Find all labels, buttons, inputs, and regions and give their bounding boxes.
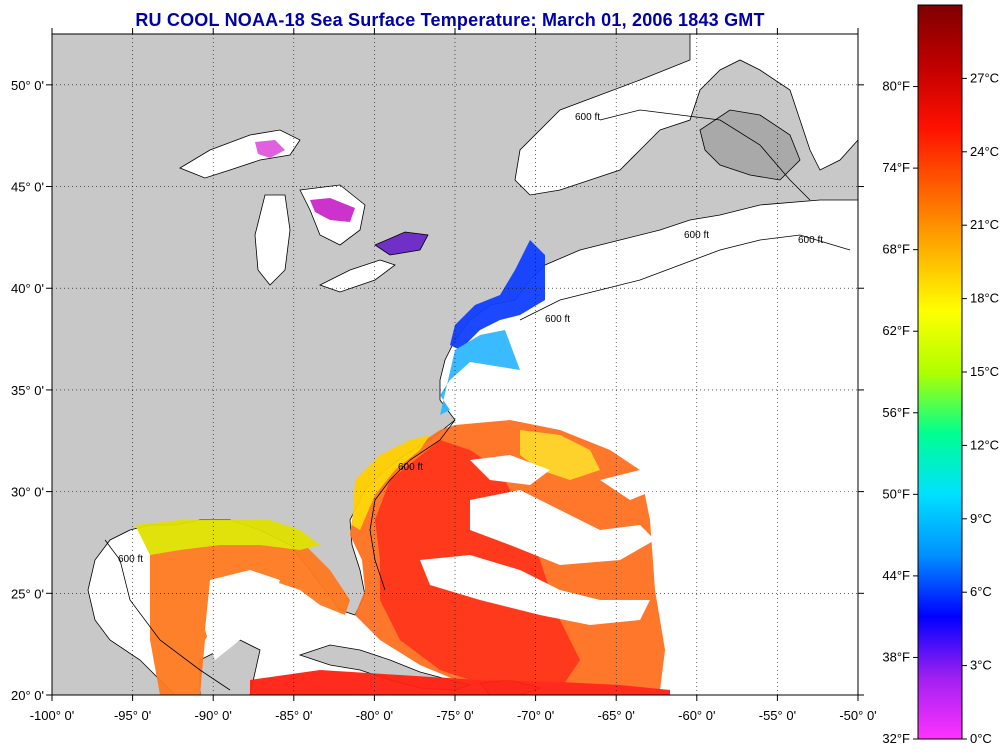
colorbar	[917, 4, 963, 740]
lat-tick-label: 50° 0'	[11, 78, 44, 93]
lon-tick-label: -95° 0'	[114, 708, 151, 723]
colorbar-celsius-label: 9°C	[970, 511, 992, 526]
lon-tick-label: -55° 0'	[759, 708, 796, 723]
lat-tick-label: 30° 0'	[11, 485, 44, 500]
lat-tick-label: 40° 0'	[11, 281, 44, 296]
colorbar-celsius-label: 6°C	[970, 584, 992, 599]
lake-michigan	[254, 194, 291, 286]
map-title: RU COOL NOAA-18 Sea Surface Temperature:…	[135, 10, 765, 30]
colorbar-fahrenheit-label: 68°F	[882, 242, 910, 257]
colorbar-fahrenheit-label: 50°F	[882, 486, 910, 501]
colorbar-celsius-label: 18°C	[970, 291, 999, 306]
sst-gulf-maine-cold	[450, 240, 545, 350]
sst-gulf-of-mexico	[150, 525, 350, 695]
isobath-label: 600 ft	[398, 462, 423, 473]
isobath-label: 600 ft	[798, 235, 823, 246]
lon-tick-label: -85° 0'	[275, 708, 312, 723]
colorbar-celsius-label: 0°C	[970, 731, 992, 746]
lon-tick-label: -65° 0'	[598, 708, 635, 723]
isobath-line	[104, 539, 231, 691]
isobath-label: 600 ft	[545, 314, 570, 325]
cloud-patch	[205, 570, 280, 660]
isobath-600ft	[104, 109, 851, 691]
colorbar-fahrenheit-label: 56°F	[882, 405, 910, 420]
lake-huron-cold	[310, 198, 355, 222]
colorbar-celsius-label: 3°C	[970, 658, 992, 673]
cloud-patch	[420, 555, 650, 625]
colorbar-fahrenheit-label: 62°F	[882, 323, 910, 338]
isobath-label: 600 ft	[684, 230, 709, 241]
colorbar-fahrenheit-label: 80°F	[882, 79, 910, 94]
colorbar-celsius-label: 21°C	[970, 217, 999, 232]
map-layers: 600 ft 600 ft 600 ft 600 ft 600 ft 600 f…	[52, 34, 858, 695]
lake-erie	[318, 259, 396, 293]
isobath-line	[519, 234, 851, 321]
colorbar-labels: 0°C 3°C 6°C 9°C 12°C 15°C 18°C 21°C 24°C 27°C 32°F…	[882, 70, 999, 746]
lon-tick-label: -60° 0'	[678, 708, 715, 723]
colorbar-fahrenheit-label: 32°F	[882, 731, 910, 746]
colorbar-celsius-label: 24°C	[970, 144, 999, 159]
colorbar-fahrenheit-label: 74°F	[882, 160, 910, 175]
lon-tick-label: -70° 0'	[517, 708, 554, 723]
colorbar-celsius-label: 27°C	[970, 70, 999, 85]
lat-tick-label: 45° 0'	[11, 180, 44, 195]
cloud-patch	[470, 455, 550, 485]
colorbar-fahrenheit-label: 38°F	[882, 649, 910, 664]
lon-tick-label: -75° 0'	[436, 708, 473, 723]
isobath-line	[369, 419, 456, 591]
lat-tick-label: 35° 0'	[11, 383, 44, 398]
lake-superior-cold	[255, 140, 285, 158]
lon-tick-label: -90° 0'	[195, 708, 232, 723]
cloud-patch	[470, 490, 655, 565]
sst-carolina-shelf	[352, 435, 430, 530]
lon-tick-label: -80° 0'	[356, 708, 393, 723]
lat-tick-label: 20° 0'	[11, 688, 44, 703]
lat-tick-label: 25° 0'	[11, 586, 44, 601]
cloud-mask	[205, 455, 655, 660]
lon-tick-label: -100° 0'	[30, 708, 75, 723]
colorbar-fahrenheit-label: 44°F	[882, 568, 910, 583]
isobath-label: 600 ft	[118, 554, 143, 565]
isobath-label: 600 ft	[575, 112, 600, 123]
isobath-line	[599, 109, 811, 201]
map-axes: -100° 0' -95° 0' -90° 0' -85° 0' -80° 0' -75°…	[11, 28, 877, 723]
sst-mid-atlantic-cyan	[440, 330, 520, 415]
lake-ontario	[374, 231, 429, 256]
sst-caribbean	[250, 670, 670, 695]
lon-tick-label: -50° 0'	[839, 708, 876, 723]
sst-gulf-coast-yellow	[135, 520, 320, 555]
colorbar-celsius-label: 15°C	[970, 364, 999, 379]
colorbar-celsius-label: 12°C	[970, 437, 999, 452]
cloud-patch	[600, 470, 655, 500]
great-lakes	[179, 129, 429, 293]
